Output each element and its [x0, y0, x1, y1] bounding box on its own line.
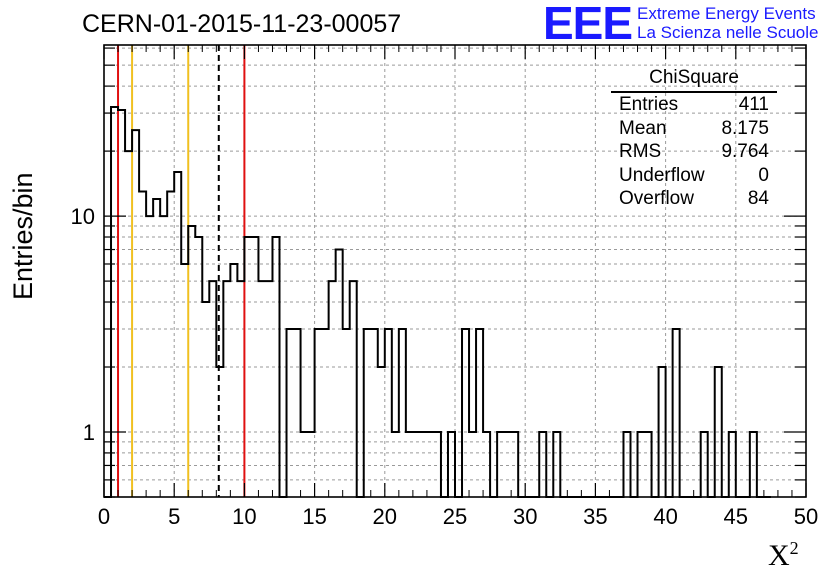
- histogram-line: [104, 106, 771, 498]
- x-tick-label: 50: [794, 504, 818, 529]
- stats-row: RMS 9.764: [611, 140, 777, 164]
- logo-line-2: La Scienza nelle Scuole: [637, 23, 819, 42]
- x-axis-label: X2: [768, 538, 799, 572]
- stats-title: ChiSquare: [611, 65, 777, 93]
- eee-logo: EEE: [543, 0, 633, 49]
- axis-ticks: [103, 45, 807, 498]
- stats-value: 0: [758, 164, 769, 186]
- x-tick-labels: 0 5 10 15 20 25 30 35 40 45 50: [98, 504, 818, 529]
- y-tick-label: 1: [83, 420, 95, 445]
- stats-label: Overflow: [619, 188, 694, 209]
- x-tick-label: 40: [653, 504, 677, 529]
- stats-row: Overflow 84: [611, 187, 777, 211]
- stats-label: Entries: [619, 94, 679, 115]
- x-tick-label: 25: [443, 504, 467, 529]
- y-tick-labels: 1 10: [71, 204, 95, 445]
- stats-value: 8.175: [721, 117, 769, 139]
- stats-box: ChiSquare Entries 411 Mean 8.175 RMS 9.764 …: [611, 65, 777, 211]
- histogram-series: [104, 106, 771, 498]
- stats-value: 84: [747, 188, 769, 209]
- y-tick-label: 10: [71, 204, 95, 229]
- chart-title: CERN-01-2015-11-23-00057: [82, 10, 402, 38]
- x-tick-label: 0: [98, 504, 110, 529]
- stats-row: Entries 411: [611, 93, 777, 117]
- y-axis-label: Entries/bin: [8, 172, 38, 300]
- x-tick-label: 15: [302, 504, 326, 529]
- x-tick-label: 20: [373, 504, 397, 529]
- x-tick-label: 45: [724, 504, 748, 529]
- stats-row: Mean 8.175: [611, 117, 777, 141]
- stats-value: 9.764: [721, 141, 769, 162]
- stats-value: 411: [738, 94, 769, 115]
- x-tick-label: 35: [583, 504, 607, 529]
- x-tick-label: 5: [168, 504, 180, 529]
- x-tick-label: 10: [232, 504, 256, 529]
- x-tick-label: 30: [513, 504, 537, 529]
- stats-label: Underflow: [619, 164, 705, 186]
- stats-label: RMS: [619, 141, 662, 162]
- logo-line-1: Extreme Energy Events: [637, 4, 816, 23]
- stats-row: Underflow 0: [611, 164, 777, 188]
- stats-label: Mean: [619, 117, 667, 139]
